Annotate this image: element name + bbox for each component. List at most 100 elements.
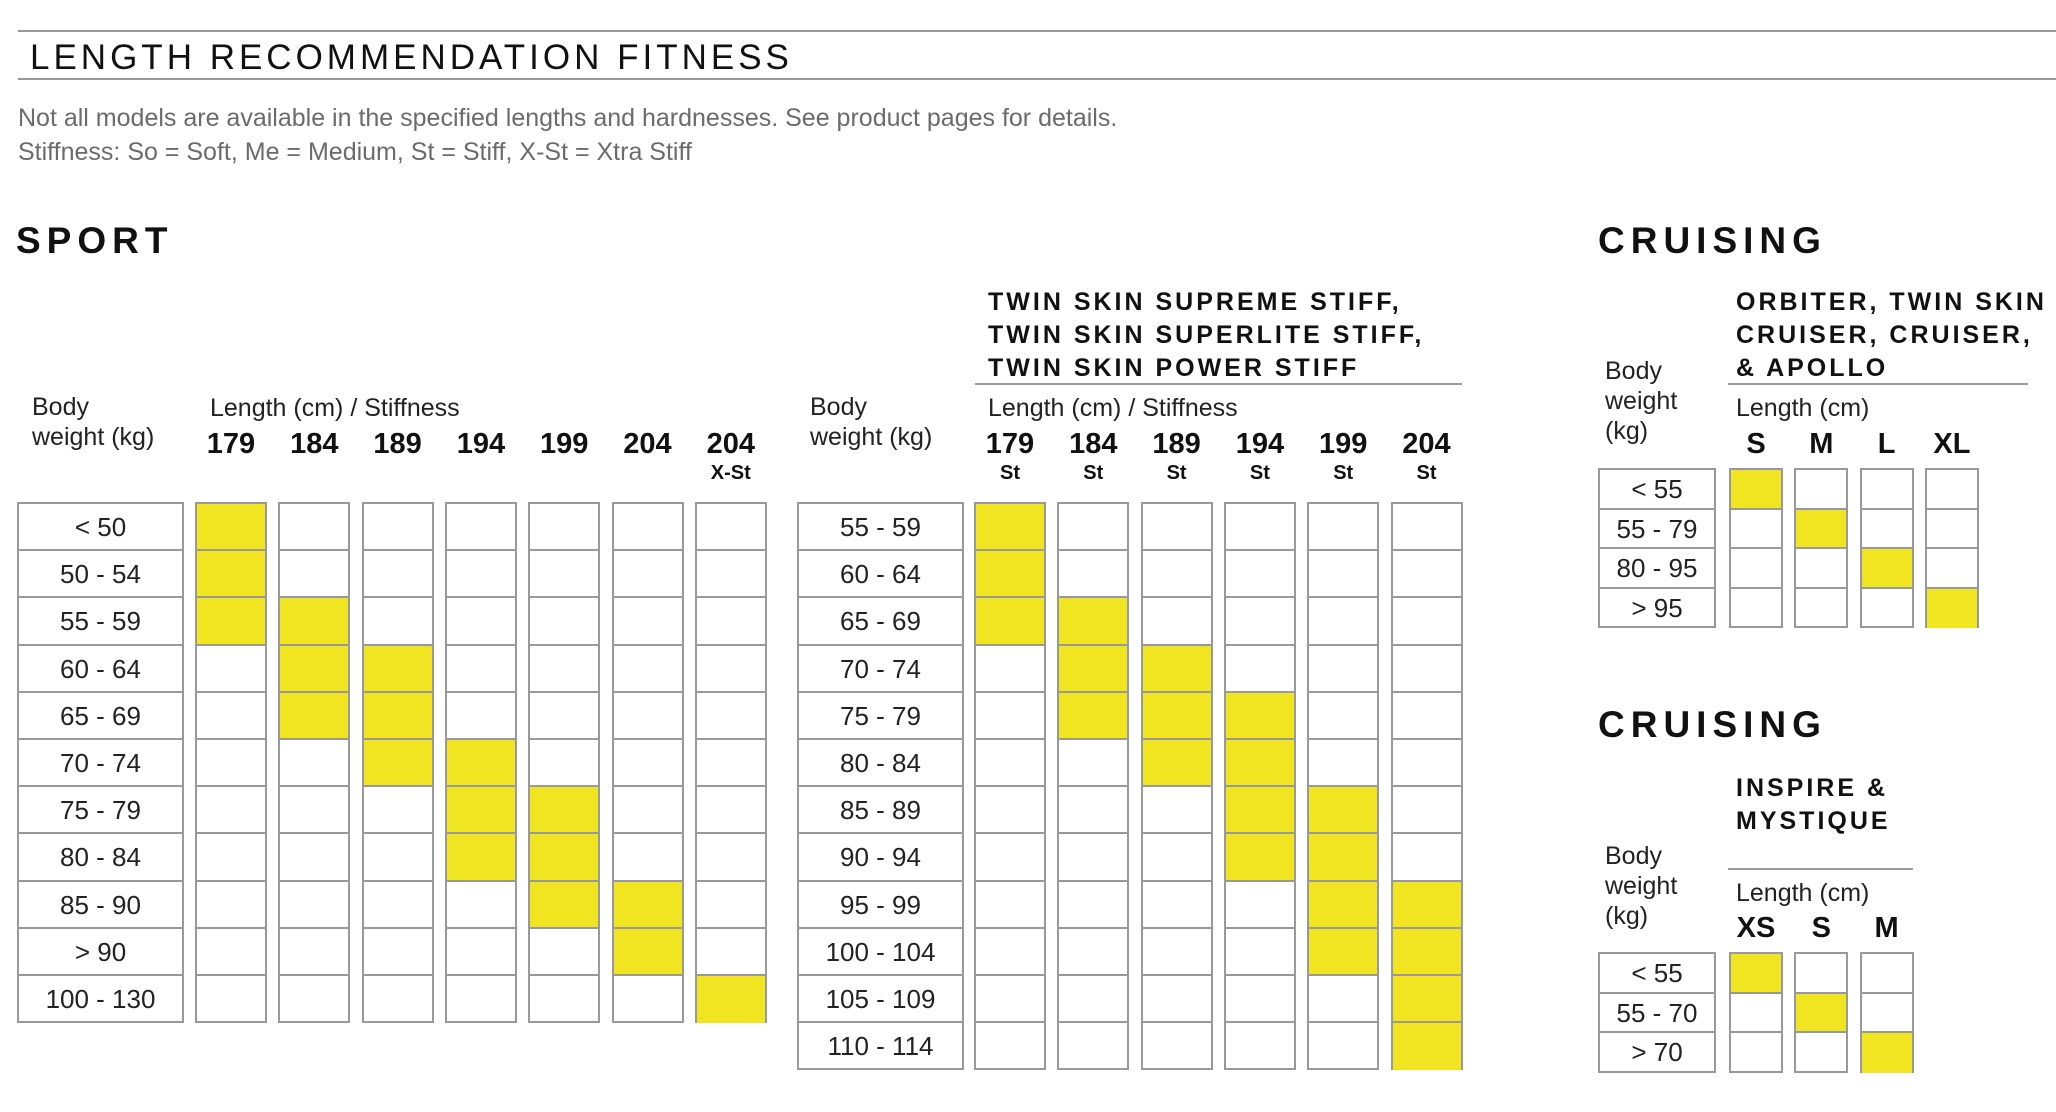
empty-cell [280, 834, 349, 882]
empty-cell [446, 551, 515, 599]
body-weight-label: Body weight (kg) [1605, 842, 1678, 930]
empty-cell [1731, 589, 1781, 629]
length-column [528, 502, 601, 1024]
weight-cell: > 95 [1631, 592, 1683, 623]
recommended-cell [1059, 598, 1128, 646]
column-length-header: 184 [290, 428, 339, 460]
weight-cell: 55 - 59 [19, 598, 182, 646]
empty-cell [1059, 504, 1128, 552]
weight-cell: 75 - 79 [19, 787, 182, 835]
empty-cell [613, 740, 682, 788]
empty-cell [696, 834, 765, 882]
weight-cell: > 90 [19, 929, 182, 976]
recommended-cell [1059, 692, 1128, 740]
length-column [278, 502, 351, 1024]
empty-cell [1225, 882, 1294, 929]
weight-cell: > 70 [1631, 1037, 1683, 1067]
empty-cell [613, 551, 682, 599]
column-length-header: 204 [623, 428, 672, 460]
length-column [1794, 468, 1849, 628]
empty-cell [446, 929, 515, 976]
weight-cell: 60 - 64 [19, 646, 182, 693]
empty-cell [197, 787, 265, 835]
model-name-orbiter-cruiser-apollo: ORBITER, TWIN SKIN CRUISER, CRUISER, & A… [1736, 288, 2047, 382]
length-column [444, 502, 517, 1024]
empty-cell [446, 882, 515, 929]
empty-cell [696, 504, 765, 552]
column-length-header: XS [1736, 912, 1776, 944]
empty-cell [1796, 470, 1847, 510]
empty-cell [1226, 1023, 1294, 1070]
empty-cell [197, 646, 265, 693]
column-stiffness-header: St [1416, 462, 1437, 484]
length-column [1729, 468, 1783, 628]
empty-cell [363, 834, 432, 882]
empty-cell [976, 646, 1044, 693]
recommended-cell [1309, 787, 1378, 835]
empty-cell [1142, 882, 1211, 929]
recommended-cell [1142, 740, 1211, 788]
empty-cell [1225, 504, 1294, 552]
recommended-cell [976, 598, 1044, 646]
empty-cell [1926, 470, 1977, 510]
empty-cell [1142, 551, 1211, 599]
empty-cell [976, 740, 1044, 788]
empty-cell [1059, 551, 1128, 599]
column-length-header: 189 [373, 428, 422, 460]
empty-cell [1392, 646, 1461, 693]
weight-column: < 50 50 - 54 55 - 59 60 - 64 65 - 69 70 - 74 7… [17, 502, 184, 1024]
length-stiffness-label: Length (cm) / Stiffness [988, 394, 1238, 422]
column-stiffness-header: St [1249, 462, 1270, 484]
empty-cell [197, 740, 265, 788]
empty-cell [614, 976, 682, 1023]
empty-cell [530, 740, 599, 788]
empty-cell [696, 646, 765, 693]
column-length-header: 194 [1235, 428, 1285, 460]
recommended-cell [446, 834, 515, 882]
empty-cell [363, 882, 432, 929]
column-stiffness-header: St [1333, 462, 1354, 484]
empty-cell [447, 976, 515, 1023]
weight-cell: 70 - 74 [799, 646, 962, 693]
column-stiffness-header: St [1166, 462, 1187, 484]
model-rule [1728, 868, 1913, 870]
weight-cell: 55 - 70 [1600, 994, 1714, 1033]
empty-cell [1796, 954, 1847, 994]
empty-cell [696, 787, 765, 835]
weight-cell: 55 - 59 [799, 504, 962, 552]
weight-cell: 80 - 84 [19, 834, 182, 882]
recommended-cell [446, 787, 515, 835]
empty-cell [1309, 976, 1378, 1024]
empty-cell [1142, 929, 1211, 976]
weight-cell: 75 - 79 [799, 693, 962, 740]
column-length-header: 189 [1152, 428, 1201, 460]
recommended-cell [1309, 881, 1378, 929]
empty-cell [696, 929, 765, 976]
empty-cell [976, 693, 1044, 740]
length-stiffness-label: Length (cm) / Stiffness [210, 394, 460, 422]
recommended-cell [1225, 740, 1294, 788]
weight-cell: 65 - 69 [19, 693, 182, 740]
column-length-header: S [1811, 912, 1831, 944]
empty-cell [696, 551, 765, 599]
empty-cell [613, 598, 682, 646]
length-column [1859, 952, 1914, 1073]
empty-cell [530, 598, 599, 646]
recommended-cell [1225, 692, 1294, 740]
empty-cell [1059, 976, 1128, 1024]
empty-cell [446, 693, 515, 740]
weight-cell: 60 - 64 [799, 551, 962, 599]
recommended-cell [613, 928, 682, 976]
recommended-cell [1225, 834, 1294, 882]
weight-column: < 55 55 - 79 80 - 95 > 95 [1598, 468, 1716, 628]
recommended-cell [1796, 509, 1847, 549]
weight-cell: 105 - 109 [799, 976, 962, 1024]
empty-cell [280, 976, 348, 1023]
length-column [1859, 468, 1914, 628]
model-rule [975, 383, 1462, 385]
empty-cell [613, 834, 682, 882]
length-column [1223, 502, 1296, 1071]
availability-note: Not all models are available in the spec… [18, 104, 1118, 132]
empty-cell [976, 882, 1044, 929]
empty-cell [530, 646, 599, 693]
